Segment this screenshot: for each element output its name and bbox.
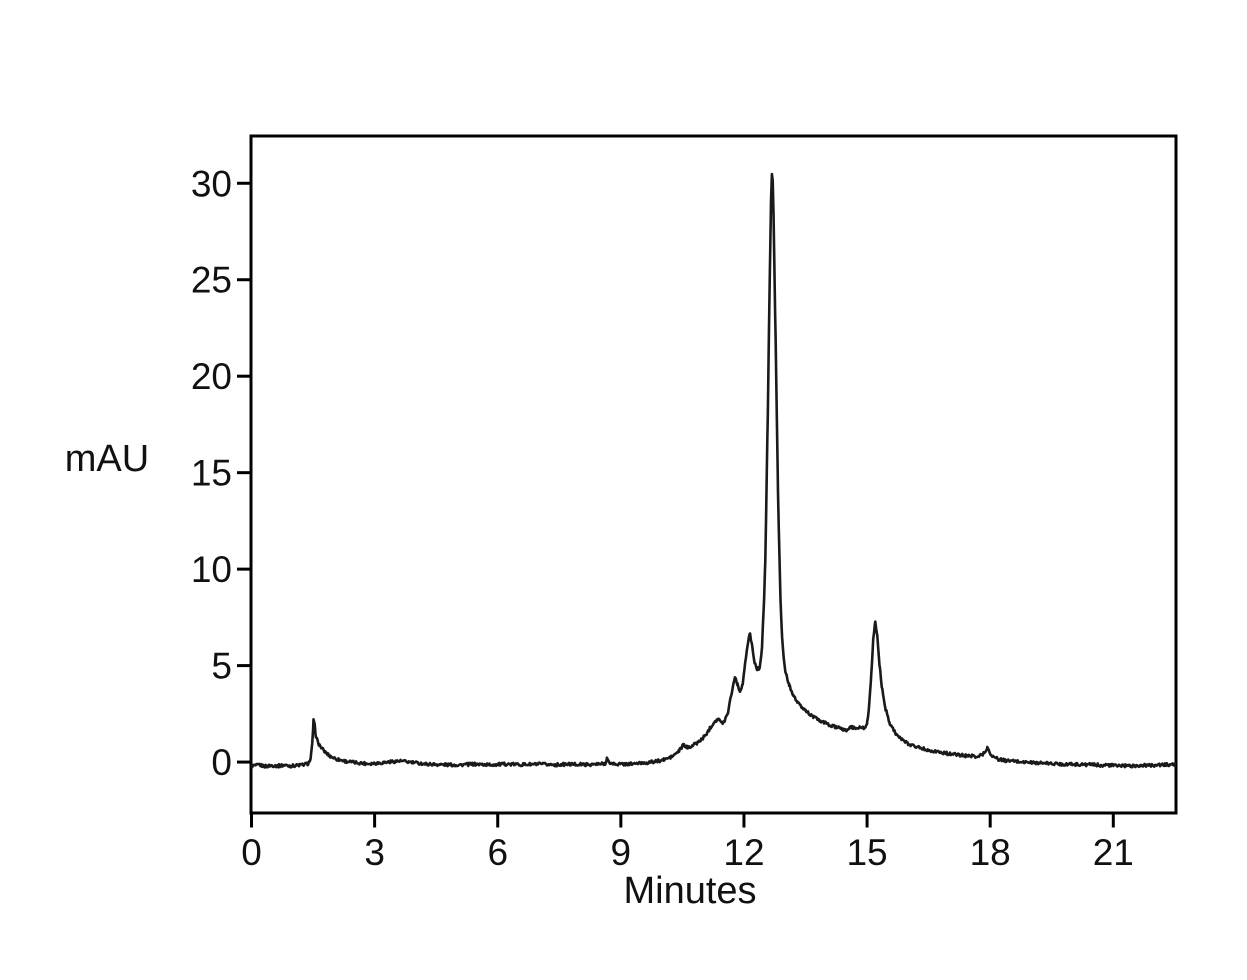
y-tick-label-5: 5 [211, 646, 232, 687]
x-axis-ticks [250, 814, 1115, 828]
x-axis-tick-labels: 0 3 6 9 12 15 18 21 [241, 832, 1134, 873]
y-tick-label-20: 20 [191, 356, 232, 397]
y-tick-label-15: 15 [191, 453, 232, 494]
x-tick-label-3: 3 [364, 832, 385, 873]
x-tick-label-12: 12 [723, 832, 764, 873]
y-axis-ticks [237, 181, 250, 764]
y-tick-label-0: 0 [211, 742, 232, 783]
x-axis-title: Minutes [623, 870, 756, 912]
y-tick-label-10: 10 [191, 549, 232, 590]
x-tick-label-0: 0 [241, 832, 262, 873]
x-tick-label-21: 21 [1093, 832, 1134, 873]
x-tick-label-18: 18 [970, 832, 1011, 873]
chromatogram-trace [251, 172, 1176, 769]
y-tick-label-30: 30 [191, 163, 232, 204]
plot-frame [249, 134, 1178, 815]
y-axis-tick-labels: 0 5 10 15 20 25 30 [191, 163, 232, 783]
x-tick-label-6: 6 [487, 832, 508, 873]
x-tick-label-9: 9 [611, 832, 632, 873]
y-tick-label-25: 25 [191, 260, 232, 301]
x-tick-label-15: 15 [846, 832, 887, 873]
y-axis-title: mAU [65, 438, 149, 480]
